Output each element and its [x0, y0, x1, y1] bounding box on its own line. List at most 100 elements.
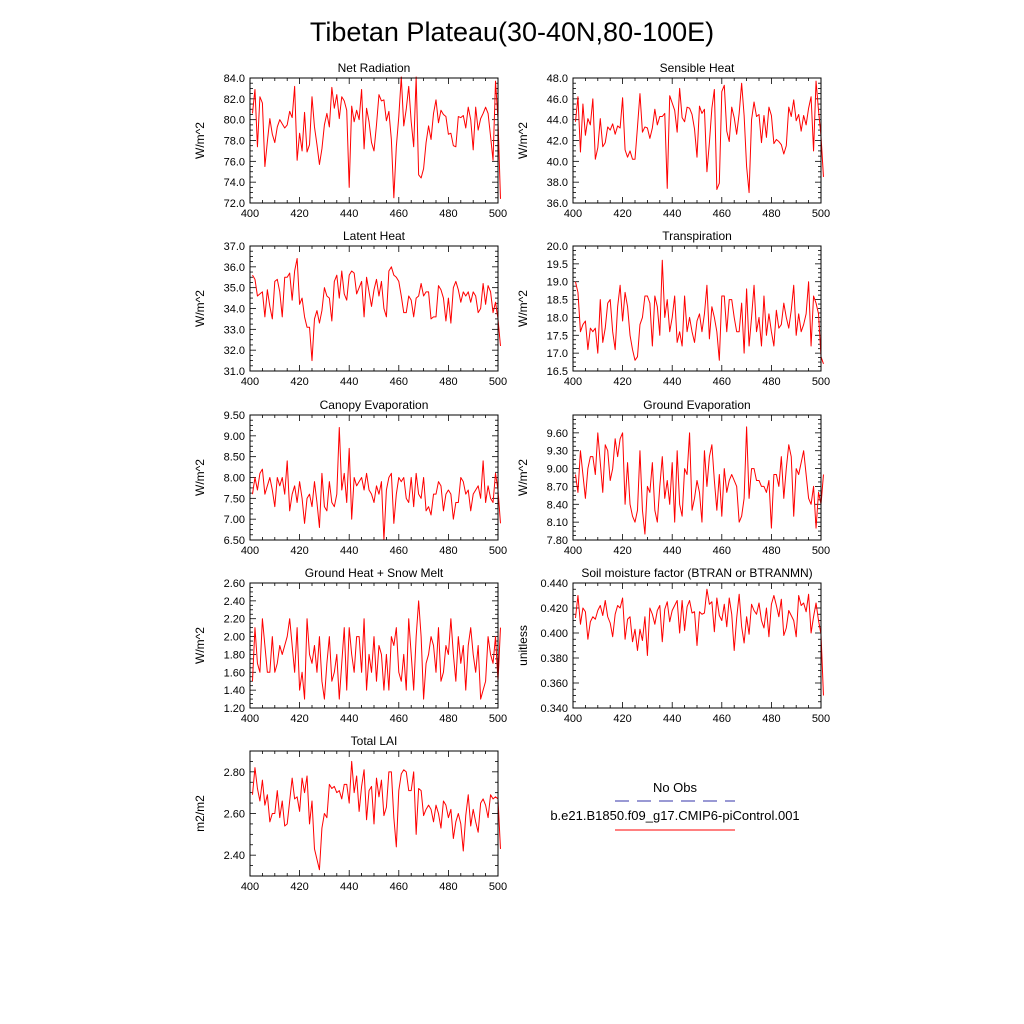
x-tick-label: 480 [762, 713, 780, 725]
x-tick-label: 420 [290, 713, 308, 725]
y-tick-label: 18.0 [547, 312, 568, 324]
y-tick-label: 9.00 [224, 431, 245, 443]
x-tick-label: 400 [241, 881, 259, 893]
x-tick-label: 400 [241, 545, 259, 557]
y-tick-label: 20.0 [547, 241, 568, 253]
x-tick-label: 420 [613, 208, 631, 220]
plot-frame [249, 414, 499, 541]
series-line [251, 427, 501, 541]
panel-0: Net Radiation 400 420 440 460 480 500 72.0 74.0 7… [193, 61, 507, 220]
y-tick-label: 9.30 [547, 446, 568, 458]
panel-title: Canopy Evaporation [320, 398, 429, 412]
panel-3: Transpiration 400 420 440 460 480 500 16.5 17.0 1… [516, 229, 830, 388]
x-tick-label: 500 [489, 376, 507, 388]
figure-title: Tibetan Plateau(30-40N,80-100E) [310, 17, 714, 47]
y-tick-label: 2.40 [224, 596, 245, 608]
y-tick-label: 72.0 [224, 198, 245, 210]
y-axis-label: W/m^2 [516, 122, 530, 159]
series-line [251, 76, 501, 199]
panel-5: Ground Evaporation 400 420 440 460 480 500 7.80… [516, 398, 830, 557]
y-tick-label: 37.0 [224, 241, 245, 253]
panel-6: Ground Heat + Snow Melt 400 420 440 460 480 50… [193, 566, 507, 725]
x-tick-label: 420 [613, 713, 631, 725]
y-axis-label: W/m^2 [193, 459, 207, 496]
x-tick-label: 440 [340, 376, 358, 388]
x-tick-label: 440 [663, 545, 681, 557]
x-tick-label: 500 [489, 545, 507, 557]
x-tick-label: 400 [241, 208, 259, 220]
panel-title: Transpiration [662, 229, 732, 243]
y-tick-label: 2.60 [224, 809, 245, 821]
legend-entry-label-obs: No Obs [653, 780, 698, 795]
y-tick-label: 0.420 [540, 603, 568, 615]
y-tick-label: 9.60 [547, 428, 568, 440]
y-tick-label: 82.0 [224, 94, 245, 106]
y-tick-label: 34.0 [224, 304, 245, 316]
x-tick-label: 420 [290, 208, 308, 220]
y-tick-label: 2.00 [224, 632, 245, 644]
y-tick-label: 8.50 [224, 452, 245, 464]
y-axis-label: W/m^2 [516, 290, 530, 327]
y-tick-label: 80.0 [224, 115, 245, 127]
y-tick-label: 0.440 [540, 578, 568, 590]
x-tick-label: 460 [713, 713, 731, 725]
y-tick-label: 8.10 [547, 517, 568, 529]
legend-entry-label-model: b.e21.B1850.f09_g17.CMIP6-piControl.001 [550, 808, 799, 823]
x-tick-label: 460 [390, 545, 408, 557]
y-tick-label: 7.50 [224, 493, 245, 505]
panel-title: Sensible Heat [660, 61, 735, 75]
x-tick-label: 460 [713, 208, 731, 220]
panels: Net Radiation 400 420 440 460 480 500 72.0 74.0 7… [193, 61, 830, 893]
x-tick-label: 400 [241, 713, 259, 725]
x-tick-label: 440 [340, 881, 358, 893]
panel-7: Soil moisture factor (BTRAN or BTRANMN) 4… [516, 566, 830, 725]
x-tick-label: 480 [439, 376, 457, 388]
y-tick-label: 0.380 [540, 653, 568, 665]
y-tick-label: 1.60 [224, 667, 245, 679]
series-line [574, 426, 824, 535]
x-tick-label: 420 [290, 376, 308, 388]
series-line [574, 80, 824, 194]
x-tick-label: 440 [663, 376, 681, 388]
y-tick-label: 0.400 [540, 628, 568, 640]
y-tick-label: 16.5 [547, 366, 568, 378]
y-axis-label: unitless [516, 625, 530, 666]
plot-frame [249, 245, 499, 372]
y-tick-label: 42.0 [547, 136, 568, 148]
plot-frame [249, 77, 499, 204]
x-tick-label: 420 [613, 376, 631, 388]
series-line [574, 588, 824, 696]
x-tick-label: 480 [439, 208, 457, 220]
x-tick-label: 460 [390, 881, 408, 893]
y-tick-label: 31.0 [224, 366, 245, 378]
y-tick-label: 2.60 [224, 578, 245, 590]
panel-title: Ground Evaporation [643, 398, 750, 412]
y-tick-label: 7.00 [224, 514, 245, 526]
y-tick-label: 84.0 [224, 73, 245, 85]
y-axis-label: W/m^2 [193, 122, 207, 159]
panel-4: Canopy Evaporation 400 420 440 460 480 500 6.50… [193, 398, 507, 557]
x-tick-label: 480 [762, 208, 780, 220]
x-tick-label: 440 [340, 208, 358, 220]
panel-title: Soil moisture factor (BTRAN or BTRANMN) [581, 566, 812, 580]
panel-8: Total LAI 400 420 440 460 480 500 2.40 2.60 2.80 m… [193, 734, 507, 893]
y-tick-label: 19.5 [547, 259, 568, 271]
series-line [251, 600, 501, 700]
y-tick-label: 19.0 [547, 277, 568, 289]
panel-title: Total LAI [351, 734, 398, 748]
x-tick-label: 500 [489, 713, 507, 725]
plot-frame [572, 414, 822, 541]
y-tick-label: 18.5 [547, 295, 568, 307]
x-tick-label: 400 [564, 208, 582, 220]
x-tick-label: 500 [489, 208, 507, 220]
series-line [574, 259, 824, 365]
y-tick-label: 17.5 [547, 330, 568, 342]
x-tick-label: 460 [390, 208, 408, 220]
y-tick-label: 6.50 [224, 535, 245, 547]
y-tick-label: 46.0 [547, 94, 568, 106]
x-tick-label: 500 [812, 545, 830, 557]
x-tick-label: 500 [489, 881, 507, 893]
x-tick-label: 400 [241, 376, 259, 388]
